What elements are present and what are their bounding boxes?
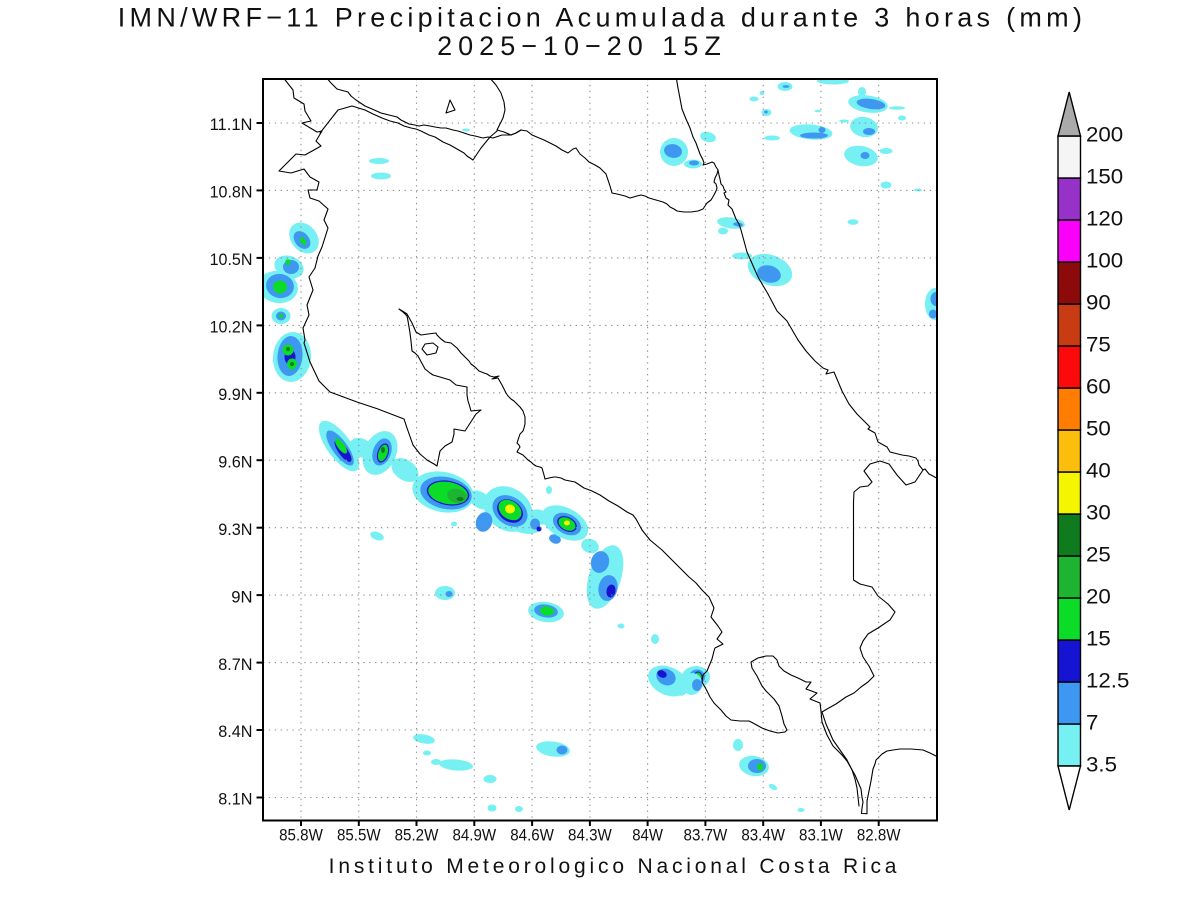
svg-text:9.9N: 9.9N — [218, 385, 252, 404]
svg-text:83.4W: 83.4W — [741, 826, 785, 845]
svg-text:84.9W: 84.9W — [452, 826, 496, 845]
svg-text:10.2N: 10.2N — [210, 318, 253, 337]
svg-text:11.1N: 11.1N — [210, 115, 253, 134]
svg-text:84.6W: 84.6W — [510, 826, 554, 845]
svg-text:20: 20 — [1086, 584, 1111, 608]
svg-text:90: 90 — [1086, 290, 1111, 314]
svg-text:200: 200 — [1086, 122, 1123, 146]
svg-text:85.2W: 85.2W — [395, 826, 439, 845]
svg-text:25: 25 — [1086, 542, 1111, 566]
svg-text:83.1W: 83.1W — [799, 826, 843, 845]
svg-text:84W: 84W — [632, 826, 663, 845]
svg-text:9N: 9N — [231, 587, 252, 606]
svg-text:8.1N: 8.1N — [218, 790, 252, 809]
svg-text:75: 75 — [1086, 332, 1111, 356]
svg-text:60: 60 — [1086, 374, 1111, 398]
svg-text:15: 15 — [1086, 626, 1111, 650]
svg-text:8.7N: 8.7N — [218, 655, 252, 674]
svg-text:30: 30 — [1086, 500, 1111, 524]
svg-text:120: 120 — [1086, 206, 1123, 230]
svg-text:IMN/WRF−11 Precipitacion Acumu: IMN/WRF−11 Precipitacion Acumulada duran… — [118, 3, 1086, 33]
svg-text:83.7W: 83.7W — [684, 826, 728, 845]
svg-text:10.8N: 10.8N — [210, 183, 253, 202]
svg-text:82.8W: 82.8W — [857, 826, 901, 845]
svg-text:85.5W: 85.5W — [337, 826, 381, 845]
svg-text:9.6N: 9.6N — [218, 452, 252, 471]
svg-text:8.4N: 8.4N — [218, 722, 252, 741]
svg-text:Instituto Meteorologico Nacion: Instituto Meteorologico Nacional Costa R… — [329, 855, 901, 878]
svg-text:9.3N: 9.3N — [218, 520, 252, 539]
svg-text:7: 7 — [1086, 710, 1098, 734]
svg-text:2025−10−20 15Z: 2025−10−20 15Z — [437, 31, 727, 61]
svg-text:3.5: 3.5 — [1086, 752, 1117, 776]
svg-text:40: 40 — [1086, 458, 1111, 482]
svg-text:12.5: 12.5 — [1086, 668, 1129, 692]
svg-text:10.5N: 10.5N — [210, 250, 253, 269]
svg-text:150: 150 — [1086, 164, 1123, 188]
svg-text:100: 100 — [1086, 248, 1123, 272]
svg-text:84.3W: 84.3W — [568, 826, 612, 845]
svg-text:50: 50 — [1086, 416, 1111, 440]
svg-text:85.8W: 85.8W — [279, 826, 323, 845]
